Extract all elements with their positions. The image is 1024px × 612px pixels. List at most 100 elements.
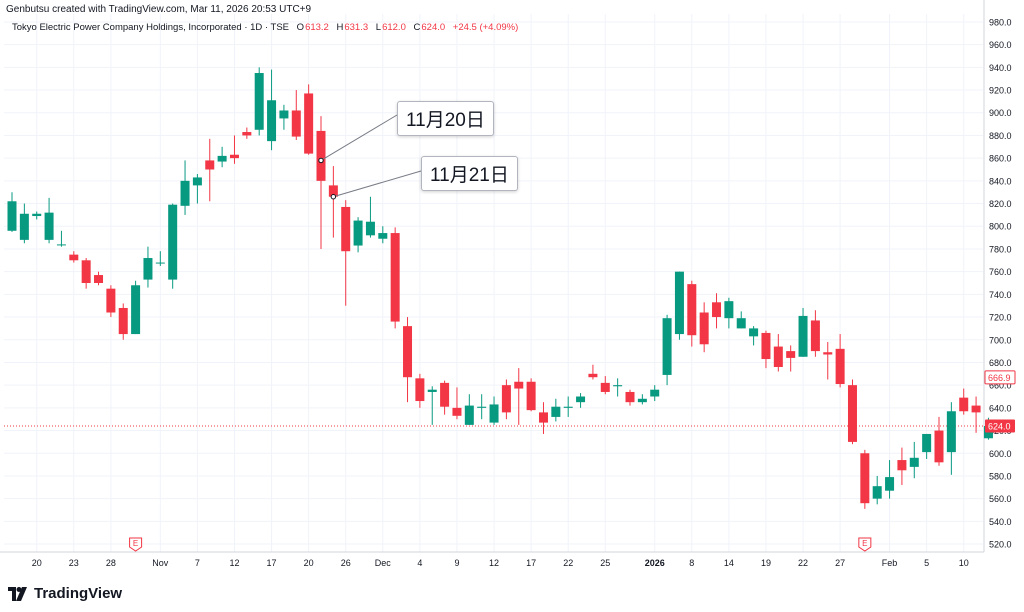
candle <box>872 475 882 505</box>
candle <box>625 389 635 406</box>
candle <box>304 84 314 155</box>
candle-body <box>56 244 66 246</box>
candle-body <box>712 302 722 318</box>
x-tick-label: 20 <box>32 558 42 568</box>
y-tick-label: 640.0 <box>989 403 1012 413</box>
candle <box>736 311 746 329</box>
candle-body <box>390 233 400 322</box>
annotation-callout-nov20[interactable]: 11月20日 <box>397 101 494 136</box>
candle <box>501 379 511 420</box>
candle-body <box>168 204 178 280</box>
candle <box>353 217 363 253</box>
candle <box>922 433 932 459</box>
candle <box>637 394 647 405</box>
candle-body <box>427 389 437 392</box>
candle <box>576 393 586 408</box>
x-tick-label: 5 <box>924 558 929 568</box>
annotation-callout-nov21[interactable]: 11月21日 <box>421 156 518 191</box>
candle-body <box>254 73 264 130</box>
earnings-marker-label: E <box>862 539 867 548</box>
candle <box>699 302 709 353</box>
x-axis-ticks: 20 23 28 Nov 7 12 17 20 26 Dec 4 9 12 17 22 25 2026 8 14 19… <box>32 537 969 568</box>
last-price-tag-label: 624.0 <box>988 422 1011 432</box>
candle-body <box>798 315 808 357</box>
x-tick-label: 9 <box>454 558 459 568</box>
candle-body <box>526 381 536 411</box>
x-tick-label: 28 <box>106 558 116 568</box>
candle <box>946 402 956 475</box>
y-tick-label: 980.0 <box>989 17 1012 27</box>
candle-body <box>452 407 462 416</box>
candle-body <box>279 110 289 119</box>
y-tick-label: 860.0 <box>989 154 1012 164</box>
candle <box>267 69 277 151</box>
symbol-legend: Tokyo Electric Power Company Holdings, I… <box>12 22 518 33</box>
candle-body <box>872 486 882 499</box>
candle <box>934 416 944 466</box>
x-tick-label: 4 <box>417 558 422 568</box>
y-tick-label: 800.0 <box>989 222 1012 232</box>
candle-body <box>192 177 202 186</box>
candle <box>600 376 610 395</box>
candle-body <box>588 373 598 378</box>
candle <box>538 402 548 434</box>
high-price-tag-label: 666.9 <box>988 373 1011 383</box>
candle-body <box>217 155 227 162</box>
candle-body <box>847 385 857 442</box>
y-tick-label: 760.0 <box>989 267 1012 277</box>
candle-body <box>971 405 981 413</box>
candle <box>390 227 400 329</box>
candle-body <box>823 352 833 355</box>
candle <box>674 271 684 340</box>
candle <box>378 226 388 244</box>
candle <box>959 388 969 415</box>
candle <box>316 116 326 249</box>
y-tick-label: 680.0 <box>989 358 1012 368</box>
earnings-marker-badge <box>129 537 143 552</box>
candle-body <box>291 110 301 137</box>
candle-body <box>143 258 153 280</box>
tradingview-logo-icon <box>8 586 27 601</box>
candle <box>254 67 264 136</box>
candle-body <box>328 185 338 197</box>
candle-body <box>353 220 363 246</box>
candle <box>761 330 771 369</box>
x-tick-label: 19 <box>761 558 771 568</box>
candle-body <box>773 346 783 367</box>
candle-body <box>464 405 474 425</box>
y-axis-ticks: 520.0540.0560.0580.0600.0620.0640.0660.0… <box>989 17 1012 549</box>
candle-body <box>229 154 239 159</box>
x-tick-label: 17 <box>267 558 277 568</box>
candle-body <box>613 385 623 387</box>
candle <box>365 196 375 238</box>
open-label: O <box>296 22 305 33</box>
x-tick-label: 10 <box>959 558 969 568</box>
candle-body <box>267 100 277 142</box>
candle <box>69 251 79 263</box>
y-tick-label: 960.0 <box>989 40 1012 50</box>
annotation-connector <box>320 114 398 161</box>
candle-body <box>625 391 635 403</box>
candle <box>971 396 981 433</box>
candle <box>909 441 919 479</box>
candle <box>131 280 141 335</box>
candle <box>205 138 215 202</box>
y-tick-label: 780.0 <box>989 244 1012 254</box>
candle <box>687 280 697 347</box>
candle-body <box>514 381 524 389</box>
y-tick-label: 840.0 <box>989 176 1012 186</box>
x-tick-label: 12 <box>229 558 239 568</box>
x-tick-label: 7 <box>195 558 200 568</box>
y-tick-label: 820.0 <box>989 199 1012 209</box>
low-value: 612.0 <box>382 22 406 33</box>
candle-body <box>44 212 54 240</box>
candle-body <box>81 260 91 283</box>
candle-body <box>118 307 128 335</box>
x-tick-label: 12 <box>489 558 499 568</box>
tradingview-logo[interactable]: TradingView <box>8 585 122 602</box>
symbol-title: Tokyo Electric Power Company Holdings, I… <box>12 22 290 33</box>
x-tick-label: 26 <box>341 558 351 568</box>
candle <box>403 317 413 403</box>
